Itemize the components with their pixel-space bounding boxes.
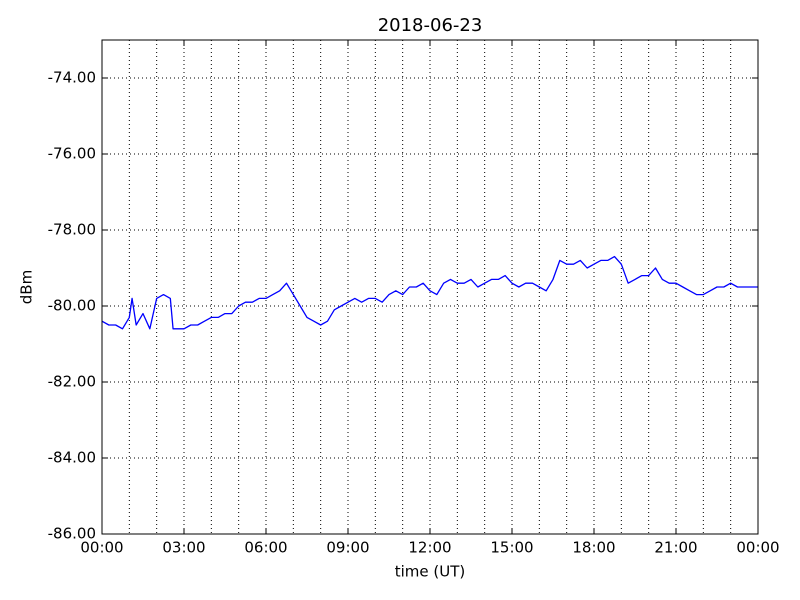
x-tick-label: 00:00 bbox=[736, 539, 779, 557]
chart-title: 2018-06-23 bbox=[378, 15, 483, 36]
y-tick-label: -74.00 bbox=[48, 69, 96, 87]
y-tick-label: -82.00 bbox=[48, 373, 96, 391]
x-tick-label: 03:00 bbox=[162, 539, 205, 557]
x-tick-label: 06:00 bbox=[244, 539, 287, 557]
y-axis-label: dBm bbox=[18, 270, 36, 304]
y-tick-label: -84.00 bbox=[48, 449, 96, 467]
x-tick-label: 21:00 bbox=[654, 539, 697, 557]
data-line bbox=[101, 255, 758, 330]
x-tick-label: 00:00 bbox=[80, 539, 123, 557]
y-tick-label: -78.00 bbox=[48, 221, 96, 239]
x-axis-label: time (UT) bbox=[395, 563, 466, 581]
plot-frame bbox=[101, 39, 759, 535]
x-tick-label: 18:00 bbox=[572, 539, 615, 557]
x-tick-label: 15:00 bbox=[490, 539, 533, 557]
y-tick-label: -80.00 bbox=[48, 297, 96, 315]
x-tick-label: 09:00 bbox=[326, 539, 369, 557]
y-tick-label: -76.00 bbox=[48, 145, 96, 163]
y-tick-label: -86.00 bbox=[48, 525, 96, 543]
x-tick-label: 12:00 bbox=[408, 539, 451, 557]
